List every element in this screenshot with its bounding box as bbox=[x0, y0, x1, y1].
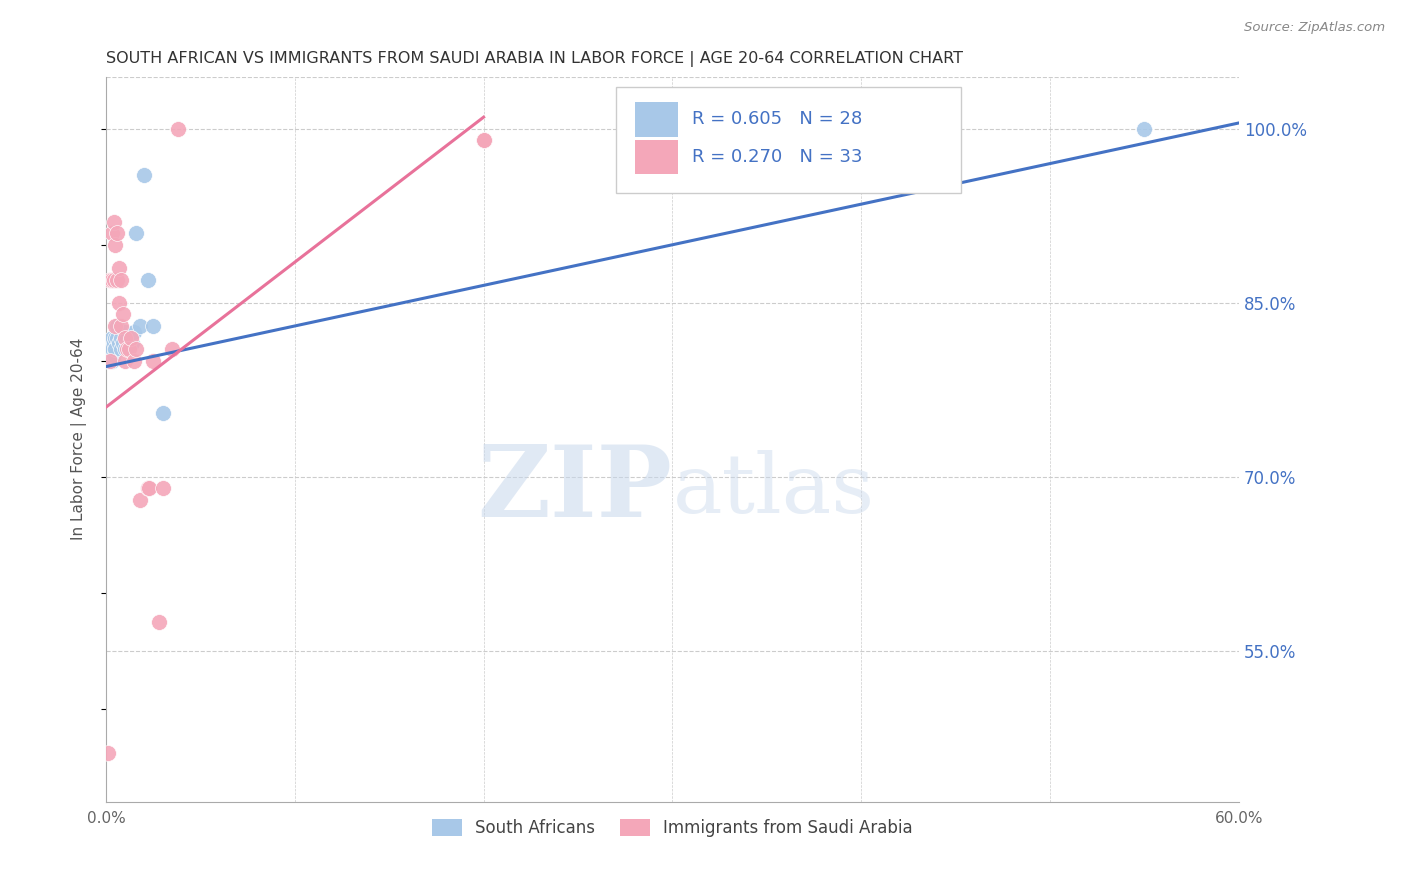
Point bbox=[472, 133, 495, 147]
Point bbox=[152, 406, 174, 420]
Point bbox=[129, 318, 152, 333]
Text: Source: ZipAtlas.com: Source: ZipAtlas.com bbox=[1244, 21, 1385, 35]
Point bbox=[103, 214, 125, 228]
Y-axis label: In Labor Force | Age 20-64: In Labor Force | Age 20-64 bbox=[72, 338, 87, 541]
Text: R = 0.605   N = 28: R = 0.605 N = 28 bbox=[692, 111, 862, 128]
Point bbox=[136, 272, 159, 286]
Point bbox=[104, 237, 127, 252]
Point bbox=[124, 325, 146, 339]
Legend: South Africans, Immigrants from Saudi Arabia: South Africans, Immigrants from Saudi Ar… bbox=[425, 813, 920, 844]
Point bbox=[125, 226, 148, 240]
Point bbox=[100, 272, 122, 286]
Point bbox=[115, 342, 138, 356]
Point bbox=[98, 353, 121, 368]
Point bbox=[100, 330, 122, 344]
Point bbox=[111, 336, 134, 351]
Point bbox=[166, 121, 188, 136]
Point bbox=[114, 330, 136, 344]
Point bbox=[97, 746, 120, 760]
Point bbox=[152, 482, 174, 496]
Point bbox=[472, 133, 495, 147]
Point bbox=[103, 336, 125, 351]
Text: ZIP: ZIP bbox=[478, 442, 672, 539]
Point bbox=[125, 342, 148, 356]
FancyBboxPatch shape bbox=[636, 102, 678, 136]
Point bbox=[110, 330, 132, 344]
Point bbox=[97, 353, 120, 368]
Point bbox=[121, 336, 143, 351]
Point bbox=[105, 226, 128, 240]
Point bbox=[142, 318, 165, 333]
Point bbox=[114, 353, 136, 368]
Point bbox=[117, 336, 139, 351]
Point bbox=[117, 342, 139, 356]
Point bbox=[114, 342, 136, 356]
Point bbox=[104, 318, 127, 333]
Point bbox=[111, 307, 134, 321]
Point bbox=[105, 330, 128, 344]
Point bbox=[138, 482, 160, 496]
Point bbox=[98, 272, 121, 286]
Point bbox=[120, 330, 142, 344]
Point bbox=[110, 318, 132, 333]
Point bbox=[98, 342, 121, 356]
Point bbox=[160, 342, 183, 356]
FancyBboxPatch shape bbox=[636, 140, 678, 175]
Point bbox=[148, 615, 170, 629]
Text: SOUTH AFRICAN VS IMMIGRANTS FROM SAUDI ARABIA IN LABOR FORCE | AGE 20-64 CORRELA: SOUTH AFRICAN VS IMMIGRANTS FROM SAUDI A… bbox=[105, 51, 963, 67]
Point bbox=[105, 272, 128, 286]
Point bbox=[105, 318, 128, 333]
Point bbox=[124, 353, 146, 368]
Point bbox=[114, 325, 136, 339]
FancyBboxPatch shape bbox=[616, 87, 962, 193]
Text: atlas: atlas bbox=[672, 450, 875, 530]
Point bbox=[100, 353, 122, 368]
Point bbox=[104, 330, 127, 344]
Point bbox=[110, 342, 132, 356]
Point bbox=[1133, 121, 1156, 136]
Point bbox=[103, 272, 125, 286]
Point bbox=[103, 348, 125, 362]
Point bbox=[115, 330, 138, 344]
Text: R = 0.270   N = 33: R = 0.270 N = 33 bbox=[692, 148, 862, 166]
Point bbox=[136, 482, 159, 496]
Point bbox=[108, 336, 131, 351]
Point bbox=[120, 330, 142, 344]
Point bbox=[108, 295, 131, 310]
Point bbox=[132, 168, 155, 182]
Point bbox=[100, 226, 122, 240]
Point bbox=[104, 342, 127, 356]
Point bbox=[110, 272, 132, 286]
Point bbox=[129, 493, 152, 508]
Point bbox=[108, 260, 131, 275]
Point bbox=[142, 353, 165, 368]
